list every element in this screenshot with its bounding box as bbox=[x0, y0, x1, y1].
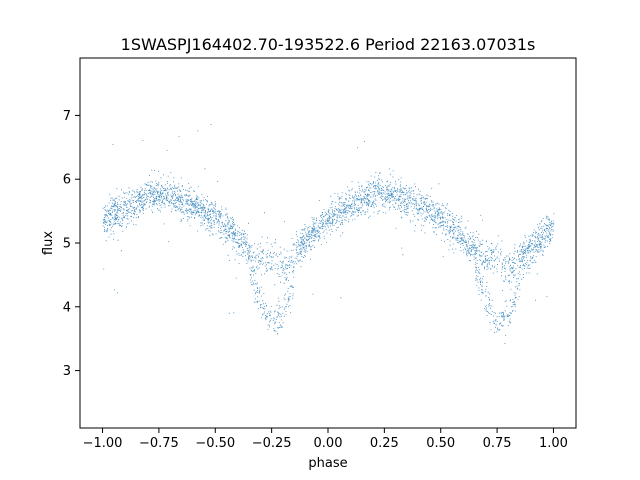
x-tick-label: −0.25 bbox=[252, 436, 292, 451]
y-axis-ticks: 3 4 5 6 7 bbox=[63, 109, 80, 379]
y-tick-label: 5 bbox=[63, 237, 71, 252]
x-tick-label: 1.00 bbox=[539, 436, 568, 451]
x-tick-label: −0.50 bbox=[195, 436, 235, 451]
x-axis-ticks: −1.00 −0.75 −0.50 −0.25 0.00 0.25 0.50 0.75 1.00 bbox=[83, 428, 568, 451]
chart-title: 1SWASPJ164402.70-193522.6 Period 22163.0… bbox=[121, 35, 536, 54]
x-tick-label: −1.00 bbox=[83, 436, 123, 451]
y-tick-label: 6 bbox=[63, 173, 71, 188]
x-tick-label: 0.00 bbox=[314, 436, 343, 451]
x-axis-label: phase bbox=[308, 456, 347, 471]
x-tick-label: 0.75 bbox=[483, 436, 512, 451]
y-tick-label: 7 bbox=[63, 109, 71, 124]
y-tick-label: 3 bbox=[63, 364, 71, 379]
y-axis-label: flux bbox=[41, 231, 56, 255]
y-tick-label: 4 bbox=[63, 300, 71, 315]
x-tick-label: 0.50 bbox=[426, 436, 455, 451]
x-tick-label: −0.75 bbox=[139, 436, 179, 451]
x-tick-label: 0.25 bbox=[370, 436, 399, 451]
